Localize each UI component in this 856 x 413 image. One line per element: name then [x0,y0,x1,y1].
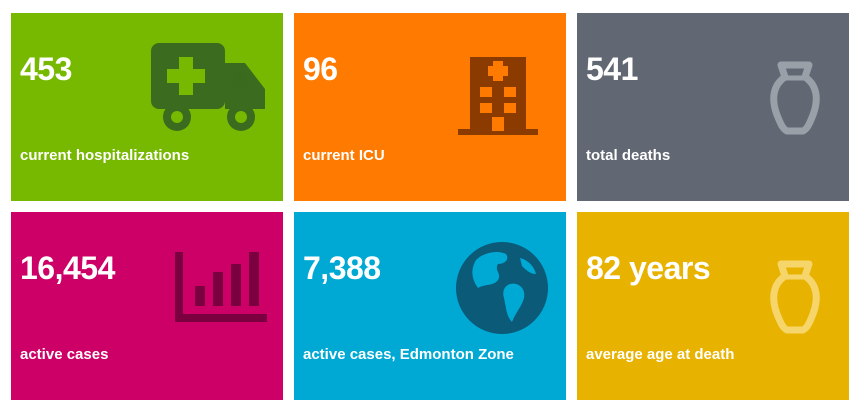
stat-label: active cases, Edmonton Zone [303,346,514,363]
stat-value: 7,388 [303,250,381,286]
stat-label: active cases [20,346,109,363]
stat-tile-hospitalizations: 453 current hospitalizations [11,13,283,201]
hospital-building-icon [458,57,538,135]
stat-label: current hospitalizations [20,147,190,164]
stat-label: average age at death [586,346,735,363]
stat-tile-average-age: 82 years average age at death [577,212,849,400]
globe-icon [456,242,548,334]
ambulance-icon [151,43,265,131]
stat-value: 96 [303,51,338,87]
stat-label: current ICU [303,147,385,164]
urn-icon [770,61,820,135]
stat-value: 16,454 [20,250,115,286]
urn-icon [770,260,820,334]
stat-tile-deaths: 541 total deaths [577,13,849,201]
stat-tile-icu: 96 current ICU [294,13,566,201]
stat-tile-active-cases: 16,454 active cases [11,212,283,400]
stat-value: 82 years [586,250,711,286]
stat-label: total deaths [586,147,671,164]
stat-value: 453 [20,51,72,87]
bar-chart-icon [175,252,267,322]
stat-value: 541 [586,51,638,87]
stat-tile-edmonton-zone: 7,388 active cases, Edmonton Zone [294,212,566,400]
